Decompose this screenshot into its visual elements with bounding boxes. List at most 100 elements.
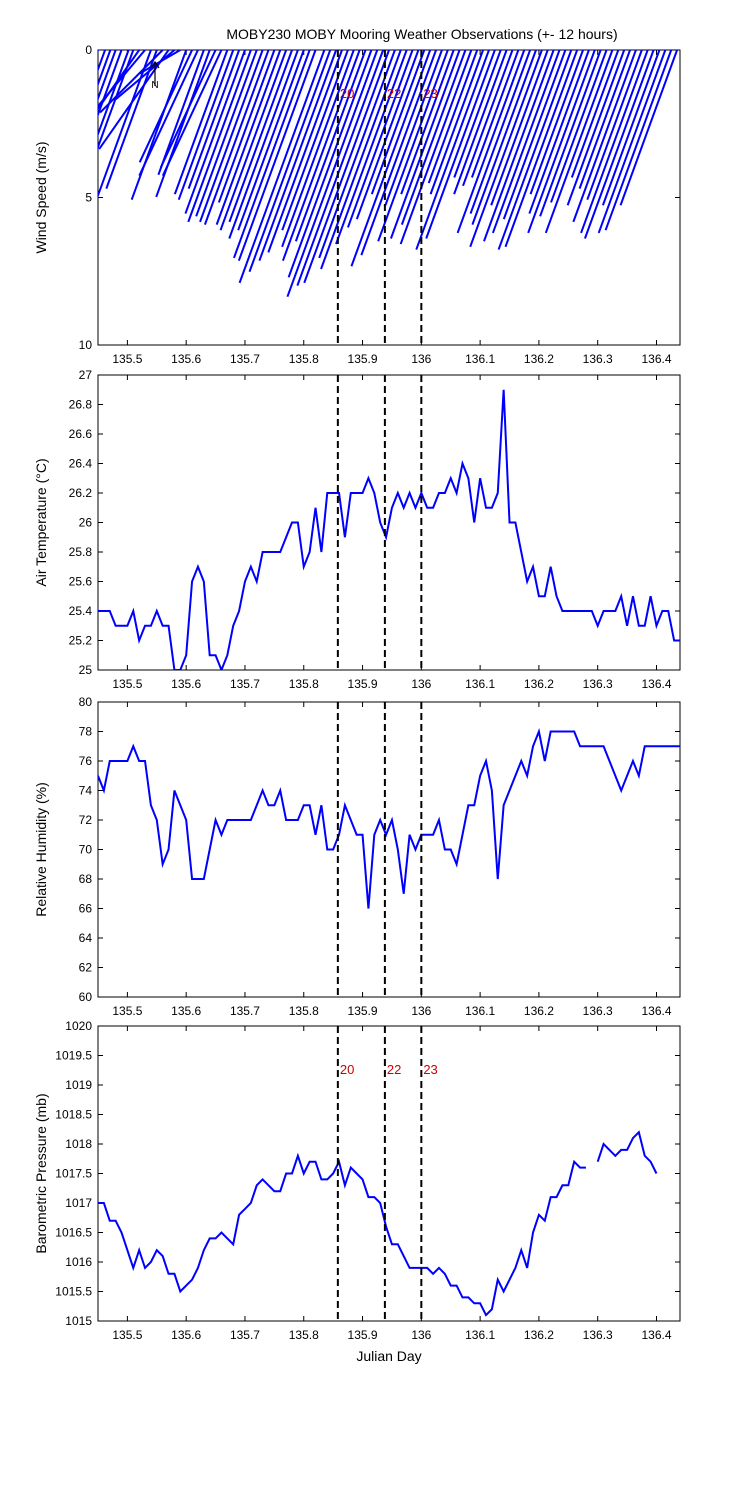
wind-stick xyxy=(138,50,181,75)
pressure-x-tick-label: 136.1 xyxy=(465,1328,495,1342)
pressure-x-tick-label: 135.8 xyxy=(289,1328,319,1342)
humidity-x-tick-label: 136.2 xyxy=(524,1004,554,1018)
pressure-y-tick-label: 1017 xyxy=(65,1196,92,1210)
temperature-y-tick-label: 25.6 xyxy=(69,575,93,589)
humidity-x-tick-label: 135.6 xyxy=(171,1004,201,1018)
wind-y-tick-label: 5 xyxy=(85,191,92,205)
wind-stick xyxy=(138,50,199,177)
wind-stick xyxy=(318,50,396,259)
wind-stick xyxy=(267,50,343,253)
humidity-plot-frame xyxy=(97,701,681,998)
pressure-y-tick-label: 1019.5 xyxy=(55,1049,92,1063)
wind-x-tick-label: 136.3 xyxy=(583,352,613,366)
wind-stick xyxy=(173,50,229,195)
pressure-series-group xyxy=(98,1130,658,1317)
figure-title: MOBY230 MOBY Mooring Weather Observation… xyxy=(226,26,617,42)
wind-stick xyxy=(228,50,293,223)
wind-stick xyxy=(217,50,276,203)
pressure-event-marker-label: 22 xyxy=(387,1062,401,1077)
pressure-y-tick-label: 1015 xyxy=(65,1314,92,1328)
pressure-event-marker-label: 23 xyxy=(423,1062,437,1077)
wind-x-tick-label: 136.4 xyxy=(641,352,671,366)
wind-stick xyxy=(98,50,123,118)
wind-stick xyxy=(203,50,270,225)
pressure-x-tick-label: 136.2 xyxy=(524,1328,554,1342)
humidity-y-tick-label: 66 xyxy=(79,902,93,916)
temperature-x-tick-label: 135.6 xyxy=(171,677,201,691)
wind-stick xyxy=(453,50,502,178)
air-temperature-panel: 135.5 135.6 135.7 135.8 135.9 136 136.1 136.2 13… xyxy=(33,368,681,691)
wind-y-tick-label: 10 xyxy=(79,338,93,352)
wind-stick xyxy=(281,50,361,262)
humidity-y-tick-label: 72 xyxy=(79,813,93,827)
wind-event-marker-label: 23 xyxy=(423,86,437,101)
wind-stick xyxy=(456,50,526,234)
humidity-x-tick-label: 135.5 xyxy=(112,1004,142,1018)
pressure-event-marker-label: 20 xyxy=(340,1062,354,1077)
wind-stick xyxy=(219,50,288,231)
humidity-y-tick-label: 74 xyxy=(79,784,93,798)
wind-stick xyxy=(384,50,443,206)
temperature-y-tick-label: 27 xyxy=(79,368,93,382)
wind-stick xyxy=(303,50,390,284)
pressure-x-tick-label: 136 xyxy=(411,1328,431,1342)
wind-stick xyxy=(400,50,467,225)
wind-stick xyxy=(539,50,602,217)
wind-stick xyxy=(187,50,241,189)
wind-y-axis-label: Wind Speed (m/s) xyxy=(33,141,49,253)
pressure-series-line xyxy=(98,1130,658,1317)
temperature-y-tick-label: 26.2 xyxy=(69,486,93,500)
temperature-y-tick-label: 26.4 xyxy=(69,457,93,471)
wind-stick xyxy=(294,50,367,242)
wind-stick xyxy=(159,50,217,169)
wind-stick xyxy=(483,50,555,242)
wind-y-tick-label: 0 xyxy=(85,43,92,57)
wind-stick xyxy=(601,50,661,206)
wind-stick xyxy=(550,50,608,203)
temperature-x-tick-label: 135.5 xyxy=(112,677,142,691)
temperature-series-group xyxy=(98,389,680,670)
wind-stick xyxy=(470,50,520,178)
wind-stick xyxy=(98,50,112,87)
wind-stick xyxy=(98,50,117,102)
pressure-x-tick-label: 136.4 xyxy=(641,1328,671,1342)
wind-stick xyxy=(177,50,235,201)
wind-stick xyxy=(99,50,164,114)
wind-stick xyxy=(195,50,258,217)
wind-stick xyxy=(497,50,573,250)
humidity-y-tick-label: 80 xyxy=(79,695,93,709)
pressure-y-tick-label: 1018 xyxy=(65,1137,92,1151)
wind-stick xyxy=(570,50,620,178)
pressure-y-tick-label: 1016.5 xyxy=(55,1226,92,1240)
wind-stick xyxy=(238,50,326,284)
wind-stick xyxy=(604,50,673,231)
wind-stick xyxy=(237,50,317,262)
wind-stick xyxy=(425,50,496,239)
wind-stick xyxy=(544,50,614,234)
wind-stick xyxy=(286,50,379,298)
temperature-y-tick-label: 26.8 xyxy=(69,398,93,412)
wind-stick xyxy=(138,50,193,163)
wind-stick xyxy=(427,50,479,184)
temperature-y-tick-label: 26.6 xyxy=(69,427,93,441)
humidity-x-tick-label: 136.1 xyxy=(465,1004,495,1018)
temperature-y-tick-label: 25 xyxy=(79,663,93,677)
pressure-x-tick-label: 135.9 xyxy=(348,1328,378,1342)
wind-stick xyxy=(360,50,437,256)
humidity-y-tick-label: 60 xyxy=(79,990,93,1004)
wind-stick xyxy=(320,50,402,270)
pressure-x-tick-label: 136.3 xyxy=(583,1328,613,1342)
humidity-x-tick-label: 135.7 xyxy=(230,1004,260,1018)
wind-stick xyxy=(258,50,338,262)
temperature-y-tick-label: 25.8 xyxy=(69,545,93,559)
wind-stick xyxy=(502,50,567,220)
wind-stick xyxy=(566,50,626,206)
humidity-x-tick-label: 136 xyxy=(411,1004,431,1018)
wind-event-marker-label: 22 xyxy=(387,86,401,101)
wind-stick xyxy=(281,50,349,231)
wind-stick xyxy=(469,50,543,248)
wind-stick xyxy=(98,50,146,108)
wind-stick xyxy=(199,50,264,223)
temperature-y-axis-label: Air Temperature (°C) xyxy=(33,458,49,586)
pressure-y-tick-label: 1020 xyxy=(65,1019,92,1033)
